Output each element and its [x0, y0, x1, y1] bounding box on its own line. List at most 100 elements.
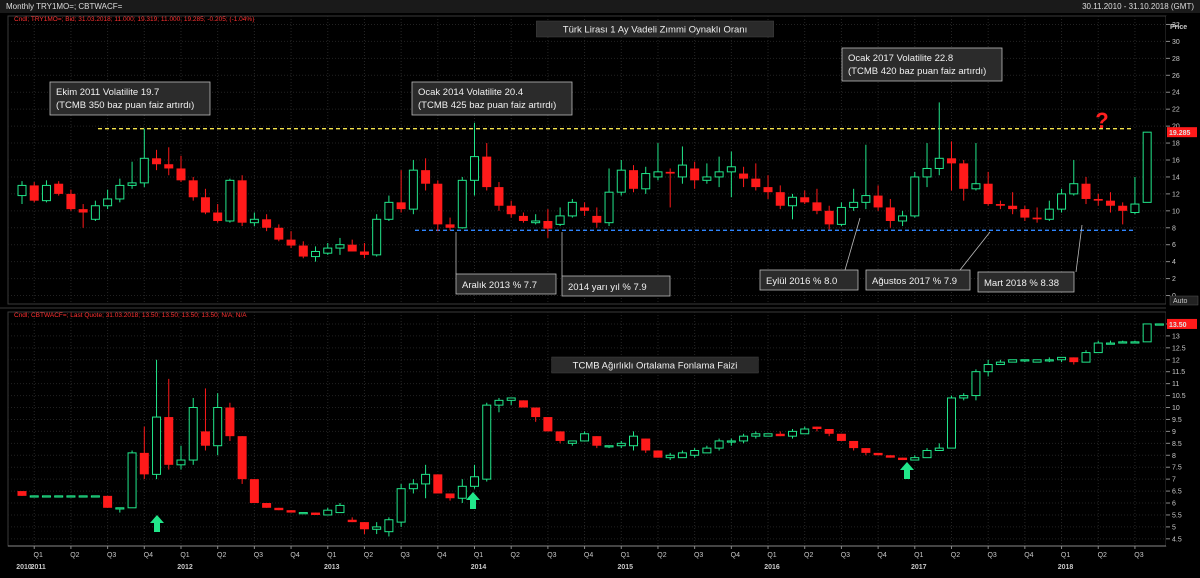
- funding-rate-candle-body: [629, 435, 638, 447]
- volatility-candle: [298, 241, 308, 259]
- volatility-candle: [1057, 188, 1067, 213]
- funding-rate-candle: [739, 433, 749, 444]
- volatility-candle-body: [739, 173, 749, 179]
- funding-rate-candle: [1142, 323, 1152, 343]
- volatility-candle-body: [274, 227, 284, 240]
- y-tick-label: 11.5: [1172, 369, 1185, 376]
- annotation-box: [561, 275, 671, 297]
- funding-rate-candle: [629, 431, 638, 451]
- funding-rate-candle-body: [225, 407, 235, 437]
- x-tick-quarter: Q2: [1098, 552, 1107, 559]
- volatility-candle: [506, 200, 516, 218]
- funding-rate-candle: [555, 431, 565, 444]
- funding-rate-candle: [200, 388, 210, 451]
- funding-rate-candle-body: [983, 364, 993, 373]
- y-tick-label: 32: [1172, 22, 1180, 29]
- x-tick-quarter: Q4: [437, 552, 446, 559]
- funding-rate-candle-body: [800, 428, 810, 435]
- annotation-mart2018: Mart 2018 % 8.38: [977, 271, 1075, 293]
- x-tick-quarter: Q1: [474, 552, 483, 559]
- volatility-candle-body: [690, 168, 700, 181]
- funding-rate-candle-body: [17, 491, 27, 496]
- bottom-chart-title-box: [551, 356, 759, 374]
- y-tick-label: 11: [1172, 381, 1179, 388]
- volatility-candle-body: [543, 220, 553, 229]
- volatility-candle-body: [775, 192, 785, 206]
- up-arrow-icon: [150, 515, 164, 532]
- volatility-candle-body: [629, 170, 638, 189]
- volatility-candle: [910, 171, 920, 218]
- volatility-candle-body: [41, 184, 51, 202]
- volatility-candle-body: [408, 169, 418, 210]
- x-tick-quarter: Q1: [1061, 552, 1070, 559]
- y-axis-title: Price: [1170, 24, 1187, 31]
- funding-rate-candle-body: [959, 395, 969, 399]
- volatility-candle-body: [188, 180, 198, 198]
- y-tick-label: 8: [1172, 225, 1176, 232]
- funding-rate-candle-body: [555, 431, 565, 441]
- volatility-candle: [408, 160, 418, 215]
- annotation-ekim2011: Ekim 2011 Volatilite 19.7 (TCMB 350 baz p…: [49, 81, 211, 116]
- funding-rate-candle: [812, 426, 822, 432]
- funding-rate-candle-body: [103, 495, 113, 508]
- volatility-candle-body: [66, 193, 76, 210]
- funding-rate-candle-body: [482, 404, 492, 480]
- header-date-range: 30.11.2010 - 31.10.2018 (GMT): [1082, 2, 1194, 11]
- y-tick-label: 28: [1172, 56, 1180, 63]
- volatility-candle-body: [922, 167, 932, 178]
- volatility-candle-body: [555, 215, 565, 225]
- funding-rate-candle-body: [812, 426, 822, 429]
- y-tick-label: 6: [1172, 242, 1176, 249]
- funding-rate-candle: [1105, 340, 1115, 345]
- volatility-candle: [311, 246, 321, 262]
- volatility-candle-body: [849, 201, 859, 208]
- volatility-candle-body: [580, 207, 590, 211]
- auto-button[interactable]: Auto: [1173, 298, 1188, 305]
- funding-rate-candle: [213, 393, 223, 456]
- x-tick-quarter: Q1: [327, 552, 336, 559]
- volatility-candle: [139, 128, 149, 188]
- funding-rate-candle: [531, 407, 541, 422]
- x-tick-year: 2014: [471, 564, 487, 571]
- volatility-candle-body: [653, 171, 663, 178]
- funding-rate-candle-body: [739, 435, 749, 442]
- volatility-candle: [421, 158, 431, 191]
- annotation-ocak2017: Ocak 2017 Volatilite 22.8 (TCMB 420 baz p…: [841, 47, 1003, 82]
- x-tick-quarter: Q4: [877, 552, 886, 559]
- funding-rate-candle: [836, 433, 846, 441]
- y-tick-label: 20: [1172, 124, 1180, 131]
- funding-rate-candle: [1118, 340, 1128, 344]
- annotation-box: [841, 47, 1003, 82]
- funding-rate-candle-body: [946, 397, 956, 449]
- volatility-candle-body: [946, 158, 956, 164]
- volatility-candle-body: [90, 205, 100, 220]
- volatility-candle-body: [29, 185, 39, 201]
- annotation-line1: Ocak 2017 Volatilite 22.8: [848, 53, 953, 64]
- annotation-connector: [1075, 224, 1083, 273]
- funding-rate-candle-body: [873, 452, 883, 456]
- volatility-candle: [995, 200, 1005, 210]
- volatility-candle-body: [726, 166, 736, 173]
- volatility-candle: [103, 189, 113, 210]
- volatility-candle: [66, 189, 76, 211]
- volatility-candle-body: [751, 178, 761, 188]
- funding-rate-candle-body: [311, 512, 321, 515]
- funding-rate-candle-body: [41, 495, 51, 498]
- funding-rate-candle-body: [787, 430, 797, 437]
- up-arrow-icon: [900, 462, 914, 479]
- x-tick-quarter: Q1: [180, 552, 189, 559]
- volatility-candle: [1093, 193, 1103, 206]
- funding-rate-candle: [641, 438, 651, 453]
- volatility-candle: [115, 178, 125, 203]
- y-tick-label: 4.5: [1172, 536, 1182, 543]
- funding-rate-candle: [164, 378, 174, 470]
- funding-rate-candle-body: [1069, 357, 1079, 363]
- funding-rate-candle-body: [971, 371, 981, 397]
- volatility-candle-body: [262, 219, 272, 228]
- funding-rate-candle-body: [506, 397, 516, 401]
- volatility-candle: [604, 168, 614, 227]
- volatility-candle-body: [898, 215, 908, 222]
- funding-rate-candle: [775, 431, 785, 437]
- funding-rate-candle: [152, 359, 162, 480]
